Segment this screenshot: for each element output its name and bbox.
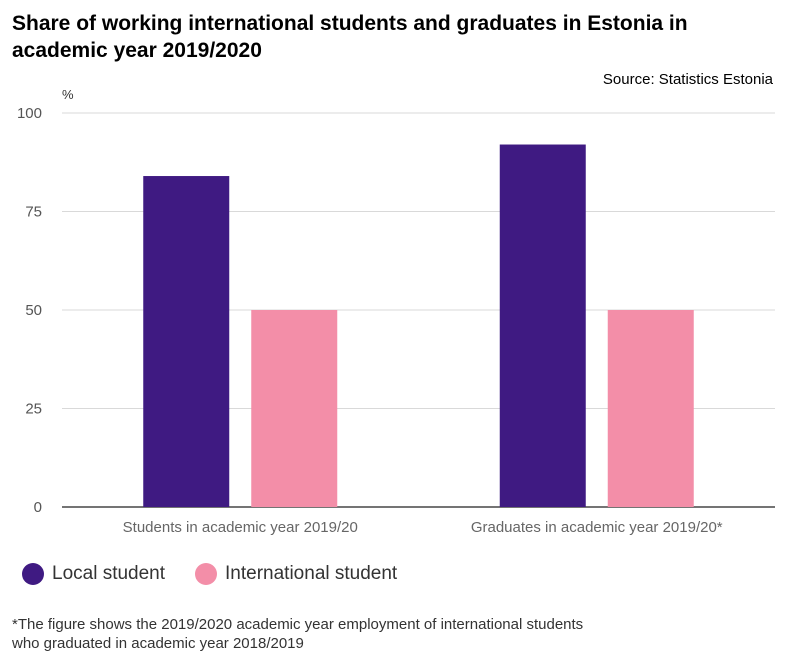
bar-chart: % 0 25 50 75 100 Students in academic year 201… xyxy=(17,87,775,536)
legend-item: International student xyxy=(195,563,397,585)
y-tick-label: 25 xyxy=(25,401,42,418)
legend: Local student International student xyxy=(22,563,427,585)
source-note: Source: Statistics Estonia xyxy=(602,71,773,88)
legend-label: Local student xyxy=(52,563,166,584)
legend-swatch xyxy=(195,563,218,585)
x-category-label: Students in academic year 2019/20 xyxy=(123,519,358,536)
bar xyxy=(251,310,338,507)
y-tick-label: 100 xyxy=(17,105,42,122)
legend-label: International student xyxy=(225,563,398,584)
footnote: *The figure shows the 2019/2020 academic… xyxy=(12,616,584,652)
legend-swatch xyxy=(22,563,44,585)
bar xyxy=(499,144,586,507)
bar xyxy=(143,176,230,508)
y-tick-label: 0 xyxy=(34,499,42,516)
bar xyxy=(607,310,694,507)
y-tick-label: 50 xyxy=(25,302,42,319)
chart-title: Share of working international students … xyxy=(12,12,688,62)
y-tick-label: 75 xyxy=(25,204,42,221)
x-category-label: Graduates in academic year 2019/20* xyxy=(471,519,723,536)
y-axis-unit-label: % xyxy=(62,87,74,102)
legend-item: Local student xyxy=(22,563,165,585)
